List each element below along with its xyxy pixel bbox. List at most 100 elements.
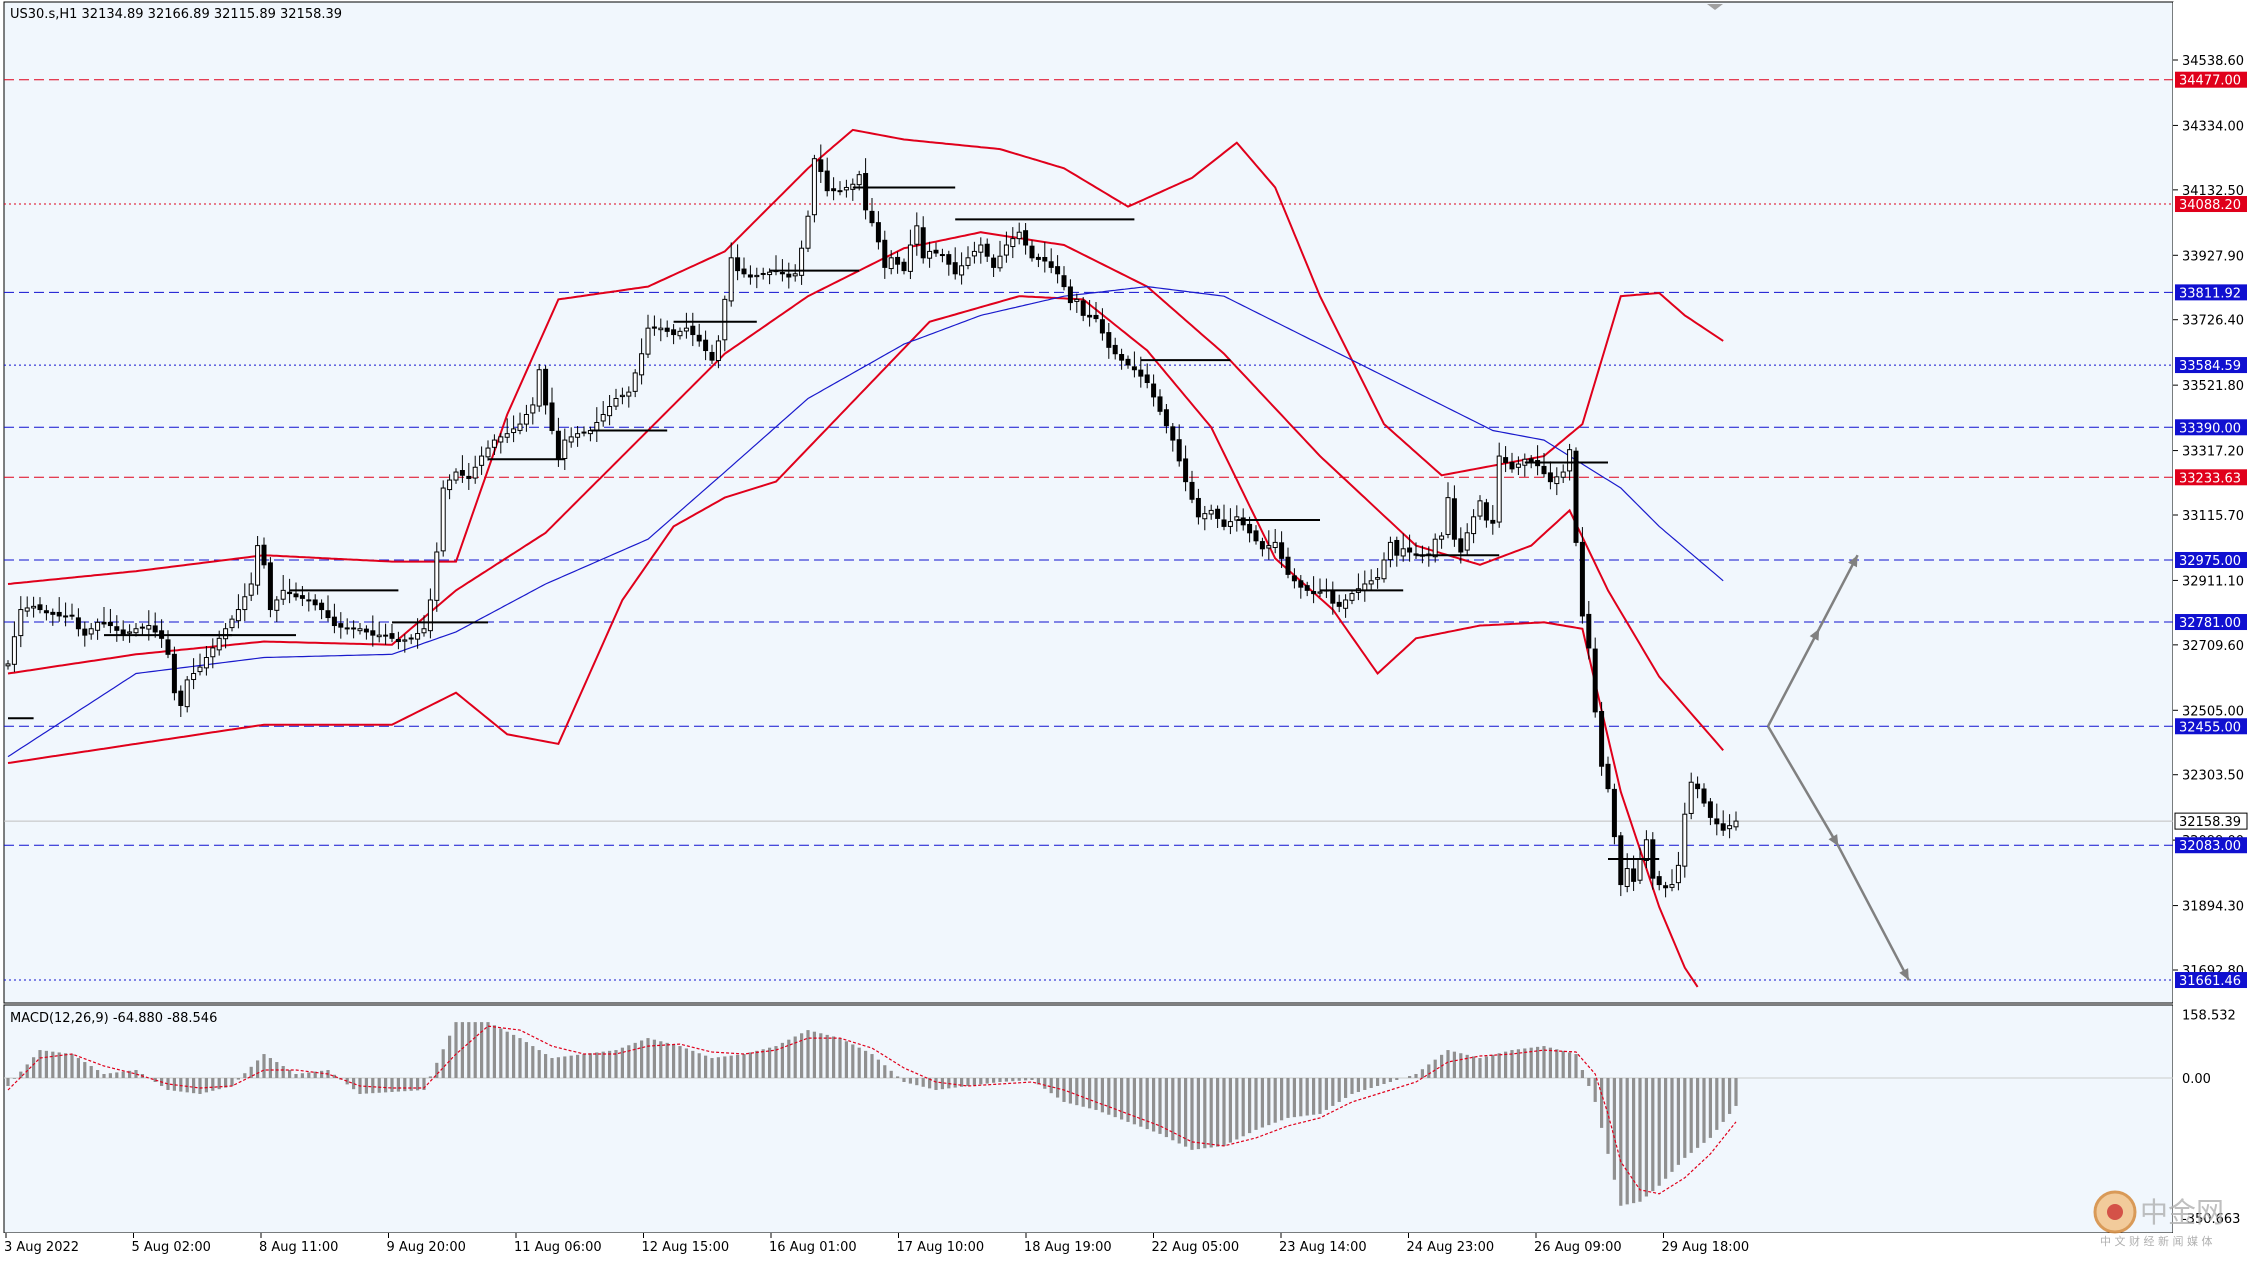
candle-body — [1330, 590, 1336, 604]
candle-body — [786, 273, 792, 278]
candle-body — [869, 210, 875, 224]
candle-body — [1311, 591, 1317, 595]
candle-body — [18, 609, 24, 637]
candle-body — [575, 433, 581, 438]
main-pane-bg — [3, 1, 2174, 1004]
candle-body — [248, 583, 254, 596]
time-tick-label: 29 Aug 18:00 — [1662, 1240, 1750, 1255]
candle-body — [882, 239, 888, 268]
candle-body — [1695, 783, 1701, 790]
candle-body — [1259, 541, 1265, 550]
price-tick-label: 34538.60 — [2182, 54, 2244, 69]
swing-segments — [8, 186, 1660, 860]
level-tag-bg — [2175, 551, 2247, 568]
candle-body — [472, 466, 478, 479]
candle-body — [997, 255, 1003, 269]
candle-body — [1125, 358, 1131, 366]
candle-body — [351, 627, 357, 630]
candle-body — [1099, 319, 1105, 334]
candle-body — [831, 188, 837, 192]
candle-body — [389, 633, 395, 639]
candle-body — [1189, 481, 1195, 500]
candle-body — [939, 254, 945, 257]
projection-arrowhead — [1828, 834, 1839, 847]
candle-body — [427, 599, 433, 632]
candle-body — [959, 265, 965, 276]
time-tick-label: 8 Aug 11:00 — [259, 1240, 338, 1255]
candle-body — [1067, 286, 1073, 304]
chart-shift-marker[interactable] — [1707, 4, 1723, 10]
candle-body — [274, 599, 280, 611]
candle-body — [95, 621, 101, 631]
candle-body — [677, 330, 683, 337]
candle-body — [888, 257, 894, 270]
candle-body — [319, 602, 325, 611]
candle-body — [1509, 461, 1515, 470]
candle-body — [914, 225, 920, 245]
candle-body — [1221, 519, 1227, 527]
candle-body — [383, 634, 389, 637]
candle-body — [799, 247, 805, 276]
candle-body — [1003, 244, 1009, 256]
candle-body — [5, 663, 11, 667]
candle-body — [1560, 471, 1566, 478]
candle-body — [37, 604, 43, 611]
candle-body — [114, 626, 120, 631]
time-tick-label: 16 Aug 01:00 — [769, 1240, 857, 1255]
candle-body — [1349, 593, 1355, 601]
candle-body — [504, 433, 510, 438]
candle-body — [1733, 820, 1739, 828]
candle-body — [344, 627, 350, 630]
projection-arrows — [1766, 554, 1910, 981]
candle-body — [1285, 556, 1291, 575]
candle-body — [1042, 256, 1048, 262]
candle-body — [741, 268, 747, 275]
macd-header: MACD(12,26,9) -64.880 -88.546 — [10, 1011, 217, 1026]
candle-body — [1400, 548, 1406, 557]
candle-body — [530, 404, 536, 414]
candle-body — [261, 544, 267, 566]
moving-average-line — [7, 285, 1724, 758]
time-tick-label: 5 Aug 02:00 — [132, 1240, 211, 1255]
candle-body — [376, 634, 382, 638]
candle-body — [722, 298, 728, 341]
projection-arrow — [1837, 845, 1910, 981]
candle-body — [165, 639, 171, 655]
current-price-tag: 32158.39 — [2174, 812, 2248, 830]
candle-body — [1061, 275, 1067, 288]
candle-body — [216, 637, 222, 651]
candle-body — [1451, 498, 1457, 540]
level-tag-label: 33390.00 — [2179, 421, 2241, 436]
candle-body — [491, 439, 497, 448]
price-tick-label: 33317.20 — [2182, 445, 2244, 460]
candle-body — [107, 621, 113, 627]
current-price-tag-bg — [2174, 812, 2248, 830]
candle-body — [1458, 538, 1464, 553]
candle-body — [306, 599, 312, 602]
price-tick-label: 31894.30 — [2182, 900, 2244, 915]
candle-body — [1547, 472, 1553, 483]
candle-body — [421, 628, 427, 634]
candle-body — [1029, 245, 1035, 259]
projection-arrow — [1818, 554, 1859, 630]
candle-body — [402, 639, 408, 642]
candle-body — [523, 413, 529, 425]
level-tag-bg — [2175, 357, 2247, 374]
macd-tick-label: 0.00 — [2182, 1072, 2211, 1087]
candle-body — [1016, 231, 1022, 240]
candle-body — [1183, 458, 1189, 483]
candle-body — [1023, 230, 1029, 246]
candle-body — [946, 254, 952, 265]
candle-body — [1266, 545, 1272, 549]
candle-body — [1714, 818, 1720, 825]
candle-body — [1573, 450, 1579, 543]
candle-body — [683, 327, 689, 332]
candle-body — [747, 274, 753, 278]
time-tick-label: 23 Aug 14:00 — [1279, 1240, 1367, 1255]
chart-header: US30.s,H1 32134.89 32166.89 32115.89 321… — [10, 7, 342, 22]
candle-body — [127, 631, 133, 634]
candle-body — [453, 471, 459, 481]
candle-body — [984, 243, 990, 257]
level-tag-bg — [2175, 972, 2247, 989]
